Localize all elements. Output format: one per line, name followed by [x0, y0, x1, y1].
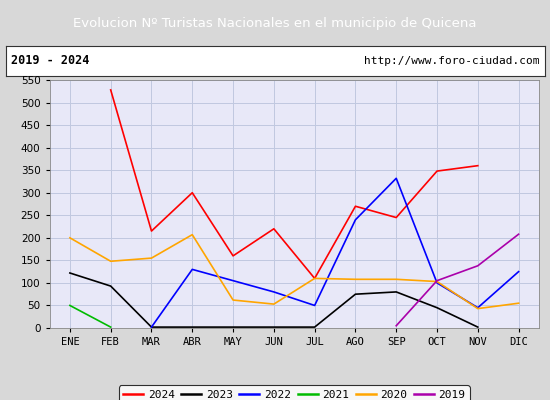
Text: 2019 - 2024: 2019 - 2024	[11, 54, 89, 68]
Legend: 2024, 2023, 2022, 2021, 2020, 2019: 2024, 2023, 2022, 2021, 2020, 2019	[119, 385, 470, 400]
Text: http://www.foro-ciudad.com: http://www.foro-ciudad.com	[364, 56, 539, 66]
Text: Evolucion Nº Turistas Nacionales en el municipio de Quicena: Evolucion Nº Turistas Nacionales en el m…	[73, 16, 477, 30]
